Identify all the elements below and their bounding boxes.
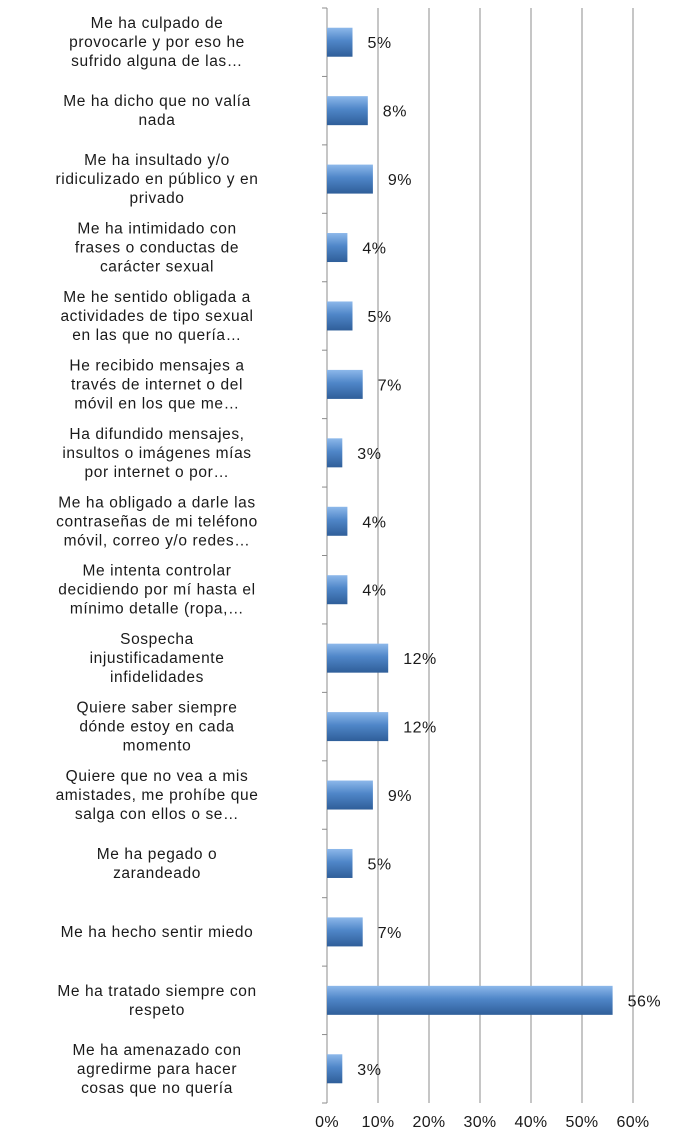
bar — [327, 506, 348, 536]
category-label: Sospecha injustificadamente infidelidades — [90, 631, 225, 686]
data-label: 4% — [362, 514, 386, 531]
x-tick-label: 60% — [617, 1114, 650, 1131]
bar — [327, 369, 363, 399]
category-label: Me ha culpado de provocarle y por eso he s… — [69, 15, 245, 70]
bar — [327, 164, 373, 194]
x-tick-label: 10% — [362, 1114, 395, 1131]
bar — [327, 985, 613, 1015]
bar — [327, 780, 373, 810]
data-label: 12% — [403, 651, 437, 668]
category-label: Me ha pegado o zarandeado — [97, 846, 217, 882]
category-label: Me ha amenazado con agredirme para hacer c… — [72, 1042, 241, 1097]
x-tick-label: 40% — [515, 1114, 548, 1131]
category-label: Me intenta controlar decidiendo por mí ha… — [58, 563, 255, 618]
category-label: Me ha tratado siempre con respeto — [57, 983, 256, 1019]
data-labels: 5% 8% 9% 4% 5% 7% 3% 4% 4% 12% 12% 9% 5% 7% 56% 3% — [357, 35, 662, 1079]
bar — [327, 575, 348, 605]
category-label: Me ha intimidado con frases o conductas d… — [75, 221, 239, 276]
category-label: He recibido mensajes a través de internet… — [69, 357, 244, 412]
data-label: 12% — [403, 720, 437, 737]
bar — [327, 917, 363, 947]
data-label: 9% — [388, 788, 412, 805]
x-tick-label: 0% — [315, 1114, 339, 1131]
gridlines — [322, 7, 634, 1104]
bar — [327, 27, 353, 57]
bar — [327, 233, 348, 263]
bar — [327, 301, 353, 331]
bar — [327, 438, 343, 468]
data-label: 7% — [378, 377, 402, 394]
data-label: 9% — [388, 172, 412, 189]
category-label: Me he sentido obligada a actividades de t… — [60, 289, 253, 344]
x-axis-ticks: 0% 10% 20% 30% 40% 50% 60% — [315, 1114, 649, 1131]
category-label: Me ha insultado y/o ridiculizado en públi… — [56, 152, 259, 207]
category-label: Me ha obligado a darle las contraseñas de… — [56, 494, 258, 549]
x-tick-label: 20% — [413, 1114, 446, 1131]
data-label: 56% — [628, 993, 662, 1010]
data-label: 5% — [368, 35, 392, 52]
bar — [327, 643, 389, 673]
data-label: 3% — [357, 1062, 381, 1079]
x-tick-label: 30% — [464, 1114, 497, 1131]
category-label: Quiere saber siempre dónde estoy en cada m… — [76, 700, 237, 755]
x-tick-label: 50% — [566, 1114, 599, 1131]
data-label: 8% — [383, 104, 407, 121]
bars — [327, 27, 613, 1084]
category-label: Me ha dicho que no valía nada — [63, 93, 251, 129]
bar — [327, 1054, 343, 1084]
category-label: Me ha hecho sentir miedo — [61, 924, 254, 941]
bar — [327, 96, 368, 126]
data-label: 4% — [362, 583, 386, 600]
data-label: 7% — [378, 925, 402, 942]
bar — [327, 712, 389, 742]
data-label: 5% — [368, 856, 392, 873]
category-label: Quiere que no vea a mis amistades, me pro… — [56, 768, 259, 823]
data-label: 4% — [362, 241, 386, 258]
data-label: 3% — [357, 446, 381, 463]
data-label: 5% — [368, 309, 392, 326]
bar — [327, 848, 353, 878]
category-label: Ha difundido mensajes, insultos o imágene… — [62, 426, 251, 481]
category-labels: Me ha culpado de provocarle y por eso he s… — [56, 15, 259, 1097]
